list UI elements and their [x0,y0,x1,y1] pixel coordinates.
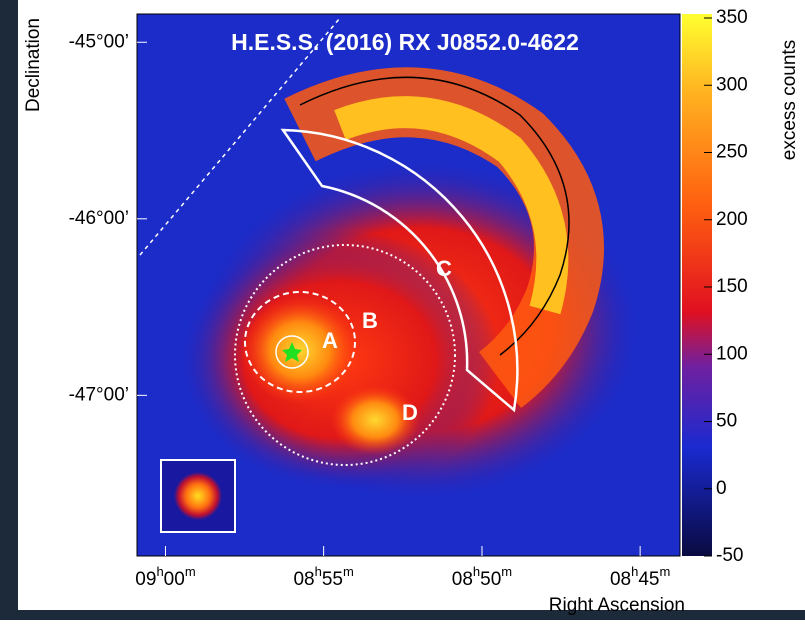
tick-part: 45 [638,569,659,590]
colorbar-tick-label: 0 [716,478,727,499]
tick-part: h [156,564,163,579]
tick-part: m [343,564,354,579]
x-tick-label: 09h00m [135,564,195,590]
region-label: B [362,308,378,333]
side-strip [0,0,18,620]
tick-part: 00 [164,569,185,590]
x-tick-label: 08h45m [610,564,670,590]
colorbar-tick-label: 350 [716,7,748,28]
tick-part: 50 [480,569,501,590]
colorbar-tick-label: 100 [716,343,748,364]
tick-part: 08 [610,569,631,590]
colorbar-tick-label: -50 [716,545,743,566]
sky-map [137,14,680,556]
y-axis-label: Declination [23,18,44,112]
colorbar-tick-label: 300 [716,74,748,95]
colorbar-label: excess counts [779,40,800,160]
tick-part: m [501,564,512,579]
figure: H.E.S.S. (2016) RX J0852.0-4622 Right As… [0,0,805,620]
tick-part: h [631,564,638,579]
x-axis-label: Right Ascension [549,595,685,616]
tick-part: 09 [135,569,156,590]
tick-part: 08 [293,569,314,590]
tick-part: m [185,564,196,579]
colorbar-tick-label: 200 [716,209,748,230]
region-label: C [436,256,452,281]
page: {"chart_data": {"type": "heatmap", "titl… [0,0,805,620]
tick-part: h [315,564,322,579]
y-tick-label: -47°00’ [69,384,129,405]
x-tick-label: 08h55m [293,564,353,590]
y-tick-label: -45°00’ [69,31,129,52]
tick-part: 08 [452,569,473,590]
y-tick-label: -46°00’ [69,208,129,229]
chart-title: H.E.S.S. (2016) RX J0852.0-4622 [231,29,579,55]
x-tick-label: 08h50m [452,564,512,590]
tick-part: 55 [322,569,343,590]
colorbar [682,14,712,556]
colorbar-tick-label: 250 [716,142,748,163]
colorbar-tick-label: 150 [716,276,748,297]
tick-part: h [473,564,480,579]
tick-part: m [659,564,670,579]
region-label: A [322,328,338,353]
region-label: D [402,400,418,425]
colorbar-tick-label: 50 [716,411,737,432]
